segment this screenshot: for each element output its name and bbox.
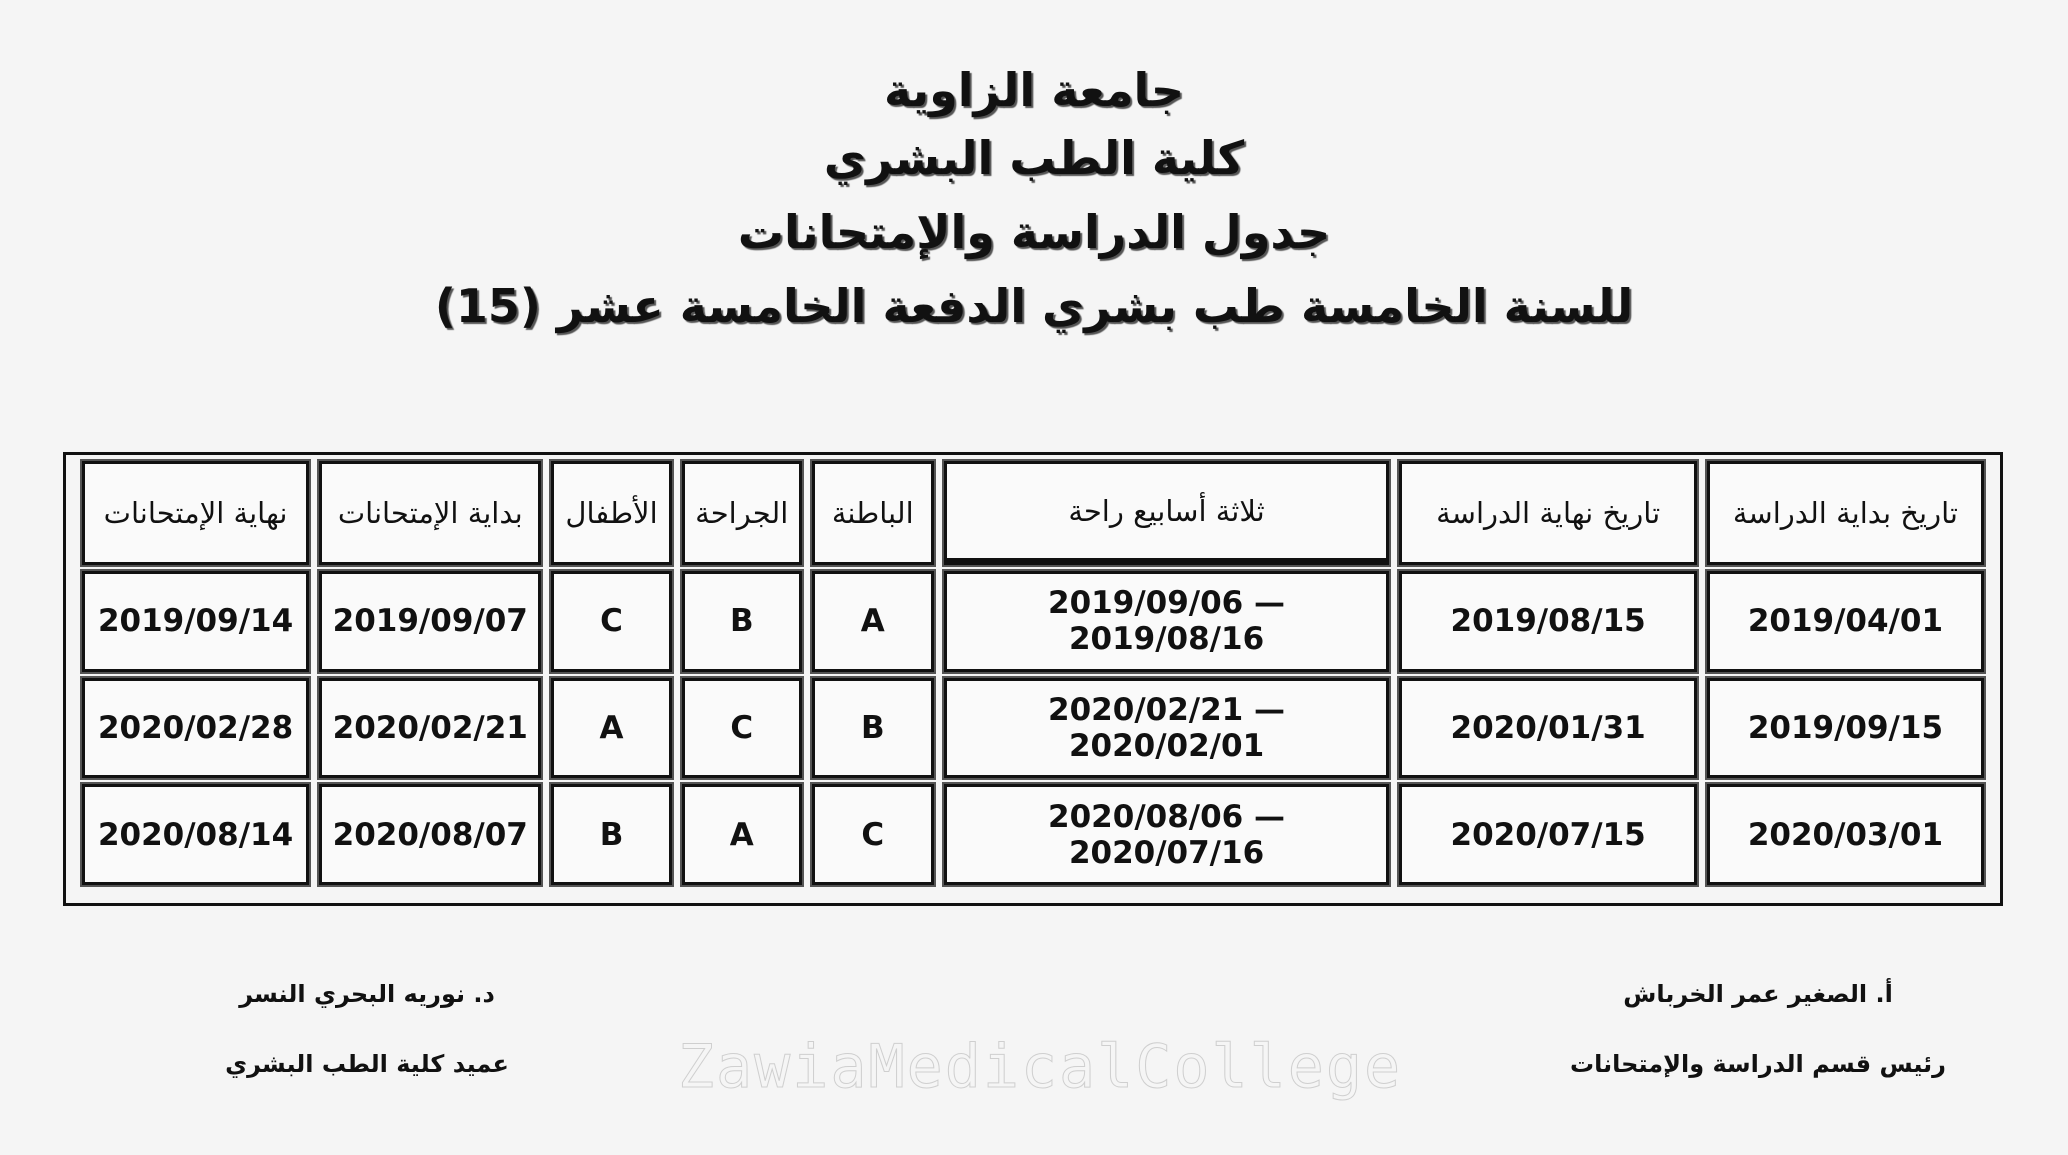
table-cell: 2019/09/07 xyxy=(319,571,542,672)
table-cell: 2019/04/01 xyxy=(1706,571,1984,672)
table-row: 2019/04/01 2019/08/15 2019/09/06 — 2019/… xyxy=(82,571,1984,672)
table-cell: C xyxy=(681,677,802,779)
table-cell: 2019/09/14 xyxy=(82,571,310,672)
signatory-right-title: رئيس قسم الدراسة والإمتحانات xyxy=(1570,1050,1946,1078)
table-row: 2020/03/01 2020/07/15 2020/08/06 — 2020/… xyxy=(82,784,1984,885)
signatory-left-title: عميد كلية الطب البشري xyxy=(225,1050,509,1078)
table-row: 2019/09/15 2020/01/31 2020/02/21 — 2020/… xyxy=(82,677,1984,779)
table-cell: A xyxy=(681,784,802,885)
column-header: تاريخ بداية الدراسة xyxy=(1706,461,1984,565)
column-header: نهاية الإمتحانات xyxy=(82,461,310,565)
column-header: الباطنة xyxy=(811,461,934,565)
column-header: الأطفال xyxy=(551,461,672,565)
table-cell: 2019/08/15 xyxy=(1399,571,1697,672)
signatory-right-name: أ. الصغير عمر الخرباش xyxy=(1623,980,1893,1008)
table-cell: 2020/01/31 xyxy=(1399,677,1697,779)
schedule-title: جدول الدراسة والإمتحانات xyxy=(737,205,1331,259)
table-cell: 2020/03/01 xyxy=(1706,784,1984,885)
table-header-row: تاريخ بداية الدراسة تاريخ نهاية الدراسة … xyxy=(82,461,1984,565)
table-cell: 2020/02/21 — 2020/02/01 xyxy=(943,677,1390,779)
faculty-title: كلية الطب البشري xyxy=(823,131,1245,185)
signatory-left-name: د. نوريه البحري النسر xyxy=(239,980,495,1008)
table-cell: C xyxy=(551,571,672,672)
table-cell: 2019/09/06 — 2019/08/16 xyxy=(943,571,1390,672)
column-header: ثلاثة أسابيع راحة xyxy=(943,461,1390,565)
table-cell: B xyxy=(811,677,934,779)
watermark: ZawiaMedicalCollege xyxy=(677,1032,1403,1103)
table-cell: 2020/02/21 xyxy=(319,677,542,779)
schedule-table: تاريخ بداية الدراسة تاريخ نهاية الدراسة … xyxy=(63,452,2003,906)
schedule-subtitle: للسنة الخامسة طب بشري الدفعة الخامسة عشر… xyxy=(434,279,1634,333)
table-cell: A xyxy=(811,571,934,672)
table-cell: 2019/09/15 xyxy=(1706,677,1984,779)
table-cell: 2020/08/14 xyxy=(82,784,310,885)
column-header: تاريخ نهاية الدراسة xyxy=(1399,461,1697,565)
table-cell: 2020/08/06 — 2020/07/16 xyxy=(943,784,1390,885)
table-cell: B xyxy=(681,571,802,672)
table-cell: C xyxy=(811,784,934,885)
university-title: جامعة الزاوية xyxy=(884,63,1184,117)
column-header: الجراحة xyxy=(681,461,802,565)
column-header: بداية الإمتحانات xyxy=(319,461,542,565)
table-cell: 2020/07/15 xyxy=(1399,784,1697,885)
table-cell: A xyxy=(551,677,672,779)
table-cell: 2020/02/28 xyxy=(82,677,310,779)
table-cell: B xyxy=(551,784,672,885)
table-cell: 2020/08/07 xyxy=(319,784,542,885)
